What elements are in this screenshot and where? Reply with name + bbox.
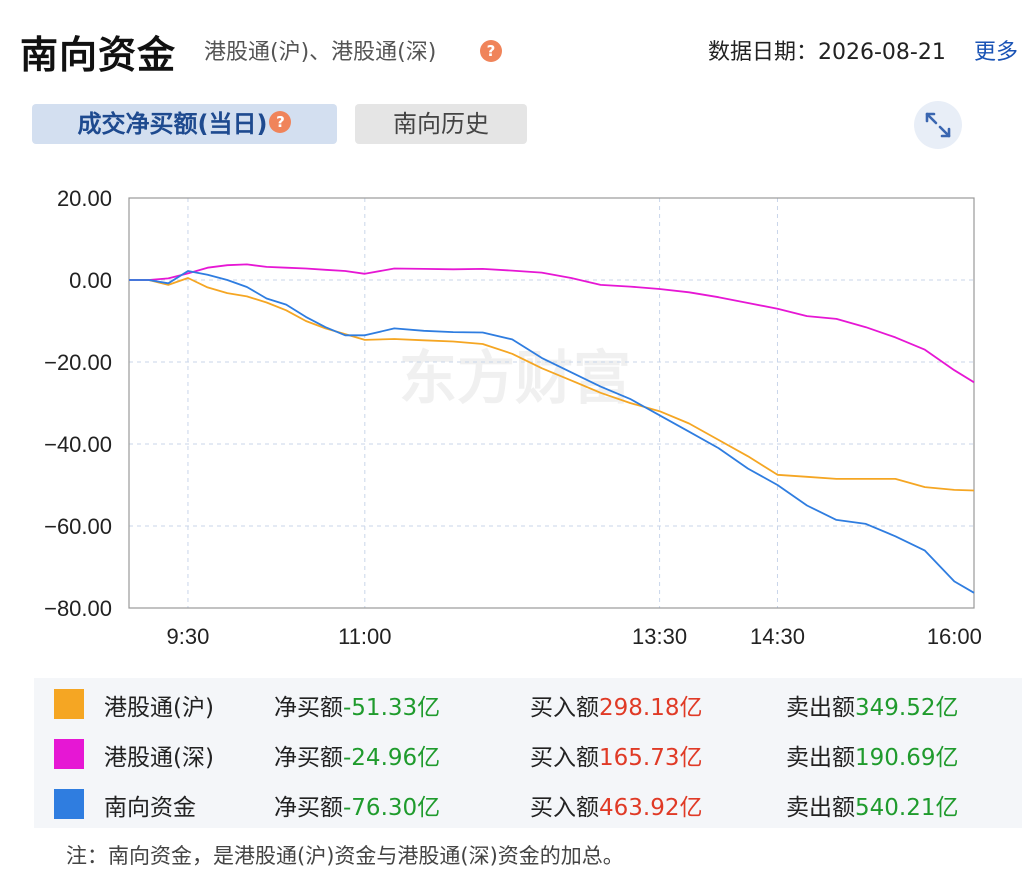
series-line-2 [129,270,975,594]
buy-cell: 买入额165.73亿 [530,738,702,772]
subtitle-text: 港股通(沪)、港股通(深) [204,40,437,65]
sell-value: 349.52亿 [855,695,959,721]
net-buy-cell: 净买额-51.33亿 [274,688,440,722]
legend-name: 港股通(深) [104,745,214,771]
tab-southbound-history[interactable]: 南向历史 [355,104,527,144]
buy-label: 买入额 [530,795,599,821]
tab-net-buy-today[interactable]: 成交净买额(当日)? [32,104,337,144]
net-label: 净买额 [274,745,343,771]
sell-cell: 卖出额349.52亿 [786,688,958,722]
y-tick-label: −80.00 [44,596,112,621]
tab-label: 南向历史 [393,110,489,138]
net-buy-cell: 净买额-24.96亿 [274,738,440,772]
sell-label: 卖出额 [786,795,855,821]
buy-value: 463.92亿 [599,795,703,821]
y-tick-label: 20.00 [57,186,112,211]
page-subtitle: 港股通(沪)、港股通(深) [204,34,436,66]
legend-name: 南向资金 [104,795,196,821]
data-date-label: 数据日期：2026-08-21 [708,40,946,65]
x-tick-label: 16:00 [927,624,982,649]
legend-row-sh: 港股通(沪) 净买额-51.33亿 买入额298.18亿 卖出额349.52亿 [34,678,1022,728]
series-line-0 [129,277,975,492]
question-mark-icon[interactable]: ? [269,111,292,133]
sell-cell: 卖出额190.69亿 [786,738,958,772]
net-buy-chart: 东方财富20.000.00−20.00−40.00−60.00−80.009:3… [44,186,982,649]
tab-label: 成交净买额(当日) [77,110,268,138]
legend-swatch [54,739,84,769]
y-tick-label: 0.00 [69,268,112,293]
sell-value: 540.21亿 [855,795,959,821]
legend-row-sz: 港股通(深) 净买额-24.96亿 买入额165.73亿 卖出额190.69亿 [34,728,1022,778]
net-label: 净买额 [274,695,343,721]
x-tick-label: 14:30 [750,624,805,649]
question-mark-icon[interactable]: ? [480,40,502,62]
sell-label: 卖出额 [786,695,855,721]
sell-cell: 卖出额540.21亿 [786,788,958,822]
more-link[interactable]: 更多 [974,40,1019,65]
x-tick-label: 13:30 [632,624,687,649]
expand-arrows-icon [925,112,951,138]
legend-table: 港股通(沪) 净买额-51.33亿 买入额298.18亿 卖出额349.52亿 … [34,678,1022,828]
y-tick-label: −40.00 [44,432,112,457]
x-tick-label: 11:00 [338,624,391,649]
buy-value: 165.73亿 [599,745,703,771]
legend-swatch [54,689,84,719]
buy-value: 298.18亿 [599,695,703,721]
footnote: 注：南向资金，是港股通(沪)资金与港股通(深)资金的加总。 [66,844,624,868]
x-tick-label: 9:30 [167,624,210,649]
net-buy-cell: 净买额-76.30亿 [274,788,440,822]
buy-cell: 买入额298.18亿 [530,688,702,722]
legend-swatch [54,789,84,819]
sell-label: 卖出额 [786,745,855,771]
legend-name: 港股通(沪) [104,695,214,721]
y-tick-label: −60.00 [44,514,112,539]
net-value: -24.96亿 [343,745,441,771]
y-tick-label: −20.00 [44,350,112,375]
net-value: -76.30亿 [343,795,441,821]
series-line-1 [129,263,975,384]
expand-button[interactable] [914,101,962,149]
sell-value: 190.69亿 [855,745,959,771]
buy-label: 买入额 [530,745,599,771]
buy-label: 买入额 [530,695,599,721]
plot-frame [128,197,975,609]
legend-row-total: 南向资金 净买额-76.30亿 买入额463.92亿 卖出额540.21亿 [34,778,1022,828]
net-label: 净买额 [274,795,343,821]
page-title: 南向资金 [20,33,177,77]
buy-cell: 买入额463.92亿 [530,788,702,822]
net-value: -51.33亿 [343,695,441,721]
